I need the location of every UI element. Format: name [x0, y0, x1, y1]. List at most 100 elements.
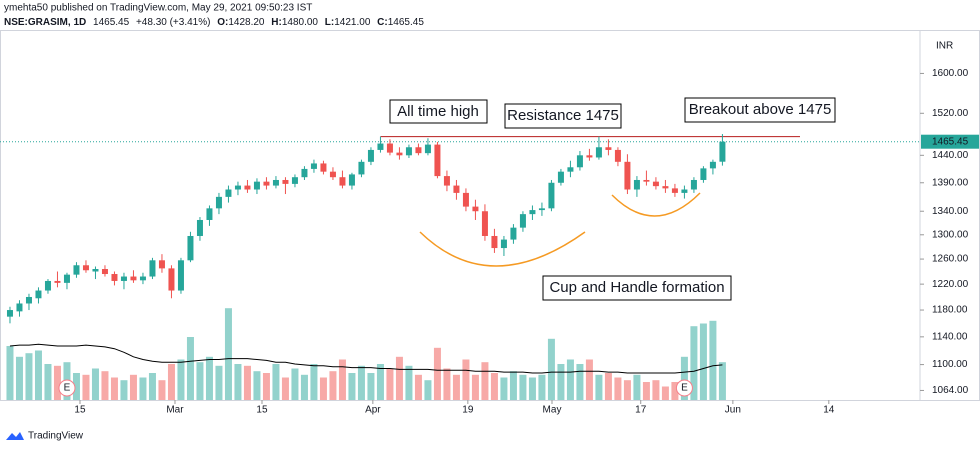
volume-bar: [633, 374, 641, 400]
annotation: All time high: [397, 103, 479, 120]
candle-body: [462, 192, 469, 207]
candle-body: [624, 161, 631, 190]
candle-body: [263, 181, 270, 186]
candle-body: [244, 185, 251, 190]
candle-body: [643, 179, 650, 182]
volume-bar: [699, 323, 707, 400]
candle-body: [557, 171, 564, 183]
y-tick-label: 1390.00: [932, 177, 969, 188]
volume-bar: [186, 337, 194, 400]
candle-body: [101, 268, 108, 275]
event-marker: [675, 379, 693, 397]
volume-bar: [129, 374, 137, 400]
brand: TradingView: [28, 431, 84, 442]
candle-body: [424, 144, 431, 154]
volume-bar: [253, 371, 261, 400]
volume-bar: [34, 350, 42, 400]
candle-body: [519, 214, 526, 228]
candle-body: [196, 219, 203, 236]
candle-body: [605, 147, 612, 150]
l-label: L:: [325, 17, 334, 28]
candle-body: [234, 185, 241, 190]
volume-bar: [367, 373, 375, 400]
symbol: NSE:GRASIM, 1D: [4, 17, 86, 28]
volume-bar: [680, 356, 688, 400]
x-tick-label: Mar: [166, 405, 184, 416]
candle-body: [272, 179, 279, 186]
volume-bar: [500, 377, 508, 400]
volume-bar: [72, 373, 80, 400]
volume-bar: [6, 346, 14, 400]
volume-bar: [234, 364, 242, 400]
y-tick-label: 1140.00: [932, 331, 968, 342]
candle-body: [633, 179, 640, 190]
candle-body: [510, 227, 517, 240]
x-tick-label: Apr: [365, 405, 381, 416]
volume-bar: [576, 364, 584, 400]
candle-body: [586, 155, 593, 158]
event-marker: [58, 379, 76, 397]
candle-body: [253, 181, 260, 190]
volume-bar: [604, 373, 612, 400]
y-tick-label: 1440.00: [932, 150, 969, 161]
volume-bar: [433, 347, 441, 400]
candle-body: [472, 206, 479, 212]
candle-body: [529, 210, 536, 215]
volume-bar: [272, 364, 280, 400]
candle-body: [576, 155, 583, 168]
candle-body: [719, 141, 726, 162]
candle-body: [339, 177, 346, 186]
c-label: C:: [377, 17, 388, 28]
volume-bar: [528, 377, 536, 400]
candle-body: [415, 147, 422, 154]
candle-body: [73, 265, 80, 275]
x-tick-label: 15: [74, 405, 86, 416]
candle-body: [709, 161, 716, 169]
x-tick-label: 14: [823, 405, 835, 416]
o-label: O:: [217, 17, 228, 28]
candle-body: [386, 143, 393, 153]
volume-bar: [566, 359, 574, 400]
candle-body: [215, 196, 222, 209]
candle-body: [44, 280, 51, 291]
candle-body: [671, 188, 678, 193]
volume-bar: [585, 359, 593, 400]
volume-bar: [262, 373, 270, 400]
annotation-box: [542, 275, 732, 301]
candle-body: [187, 235, 194, 261]
volume-bar: [91, 368, 99, 400]
candle-body: [434, 144, 441, 177]
volume-bar: [443, 368, 451, 400]
x-tick-label: Jun: [725, 405, 741, 416]
candle-body: [614, 149, 621, 162]
volume-bar: [414, 374, 422, 400]
candle-body: [120, 276, 127, 281]
candle-body: [358, 161, 365, 175]
candle-body: [92, 268, 99, 272]
volume-ma-line: [9, 343, 723, 374]
candle-body: [453, 185, 460, 193]
volume-bar: [690, 326, 698, 400]
y-tick-label: 1064.00: [932, 385, 969, 396]
publisher-line: ymehta50 published on TradingView.com, M…: [4, 3, 312, 14]
change: +48.30 (+3.41%): [136, 17, 211, 28]
candle-body: [25, 296, 32, 304]
volume-bar: [490, 373, 498, 400]
event-label: E: [681, 383, 688, 394]
volume-bar: [224, 308, 232, 400]
volume-bar: [557, 364, 565, 400]
x-tick-label: 19: [462, 405, 474, 416]
candle-body: [158, 260, 165, 269]
candle-body: [320, 163, 327, 172]
candle-body: [139, 276, 146, 281]
volume-bar: [652, 380, 660, 400]
last-price-tag: [921, 134, 979, 149]
volume-bar: [538, 374, 546, 400]
volume-bar: [623, 380, 631, 400]
candle-body: [282, 179, 289, 184]
y-tick-label: 1520.00: [932, 108, 969, 119]
y-tick-label: 1220.00: [932, 279, 969, 290]
candle-body: [310, 163, 317, 169]
annotation: Cup and Handle formation: [549, 279, 724, 296]
